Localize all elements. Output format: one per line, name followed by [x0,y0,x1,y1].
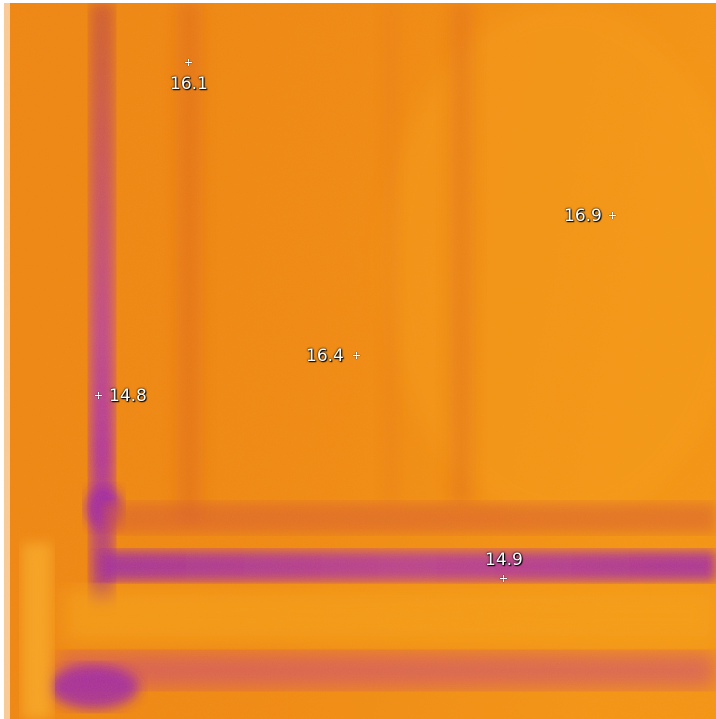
measurement-crosshair-icon [609,212,616,219]
measurement-crosshair-icon [95,392,102,399]
thermal-heatmap [4,3,716,719]
measurement-crosshair-icon [185,59,192,66]
thermal-image: 16.1 16.9 16.4 14.8 14.9 [4,3,716,719]
temperature-label: 14.9 [485,550,523,570]
temperature-label: 14.8 [109,386,147,406]
temperature-label: 16.1 [170,74,208,94]
measurement-crosshair-icon [500,575,507,582]
temperature-label: 16.4 [306,346,344,366]
temperature-label: 16.9 [564,206,602,226]
measurement-crosshair-icon [353,352,360,359]
